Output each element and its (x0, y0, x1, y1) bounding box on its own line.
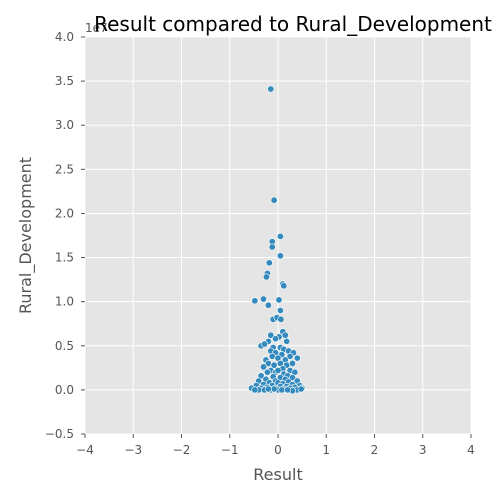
y-tick-label: 2.5 (55, 162, 74, 176)
y-offset-label: 1e7 (85, 21, 108, 35)
x-axis-ticks: −4 −3 −2 −1 0 1 2 3 4 (76, 434, 475, 457)
data-point (272, 335, 280, 343)
data-point (288, 374, 296, 382)
data-point (267, 331, 275, 339)
data-point (264, 301, 272, 309)
data-point (260, 340, 268, 348)
data-point (288, 359, 296, 367)
y-tick-label: 0.5 (55, 339, 74, 353)
data-point (267, 85, 275, 93)
data-point (263, 368, 271, 376)
y-axis-label: Rural_Development (16, 157, 36, 314)
data-point (265, 259, 273, 267)
data-point (297, 385, 305, 393)
data-point (268, 352, 276, 360)
y-tick-label: 4.0 (55, 30, 74, 44)
y-tick-label: −0.5 (45, 427, 74, 441)
data-point (293, 354, 301, 362)
y-tick-label: 0.0 (55, 383, 74, 397)
x-tick-label: −1 (221, 443, 239, 457)
data-point (286, 352, 294, 360)
data-point (270, 196, 278, 204)
data-point (260, 363, 268, 371)
y-tick-label: 2.0 (55, 206, 74, 220)
chart-title: Result compared to Rural_Development (94, 12, 492, 36)
data-point (278, 386, 286, 394)
data-point (270, 361, 278, 369)
y-tick-label: 1.5 (55, 251, 74, 265)
data-point (260, 295, 268, 303)
x-tick-label: −2 (173, 443, 191, 457)
data-point (270, 385, 278, 393)
data-point (275, 296, 283, 304)
data-point (268, 243, 276, 251)
data-point (280, 282, 288, 290)
x-tick-label: 4 (467, 443, 475, 457)
data-point (251, 297, 259, 305)
x-tick-label: −4 (76, 443, 94, 457)
data-point (284, 386, 292, 394)
data-point (276, 306, 284, 314)
data-point (262, 273, 270, 281)
data-points (247, 85, 306, 395)
x-axis-label: Result (253, 465, 302, 484)
data-point (283, 337, 291, 345)
data-point (277, 315, 285, 323)
data-point (264, 385, 272, 393)
data-point (251, 386, 259, 394)
x-tick-label: 1 (322, 443, 330, 457)
x-tick-label: −3 (124, 443, 142, 457)
data-point (276, 232, 284, 240)
x-tick-label: 3 (419, 443, 427, 457)
data-point (281, 331, 289, 339)
y-axis-ticks: −0.5 0.0 0.5 1.0 1.5 2.0 2.5 3.0 3.5 4.0 (45, 30, 85, 441)
y-tick-label: 3.5 (55, 74, 74, 88)
data-point (274, 366, 282, 374)
y-tick-label: 3.0 (55, 118, 74, 132)
x-tick-label: 2 (371, 443, 379, 457)
y-tick-label: 1.0 (55, 295, 74, 309)
data-point (276, 252, 284, 260)
x-tick-label: 0 (274, 443, 282, 457)
